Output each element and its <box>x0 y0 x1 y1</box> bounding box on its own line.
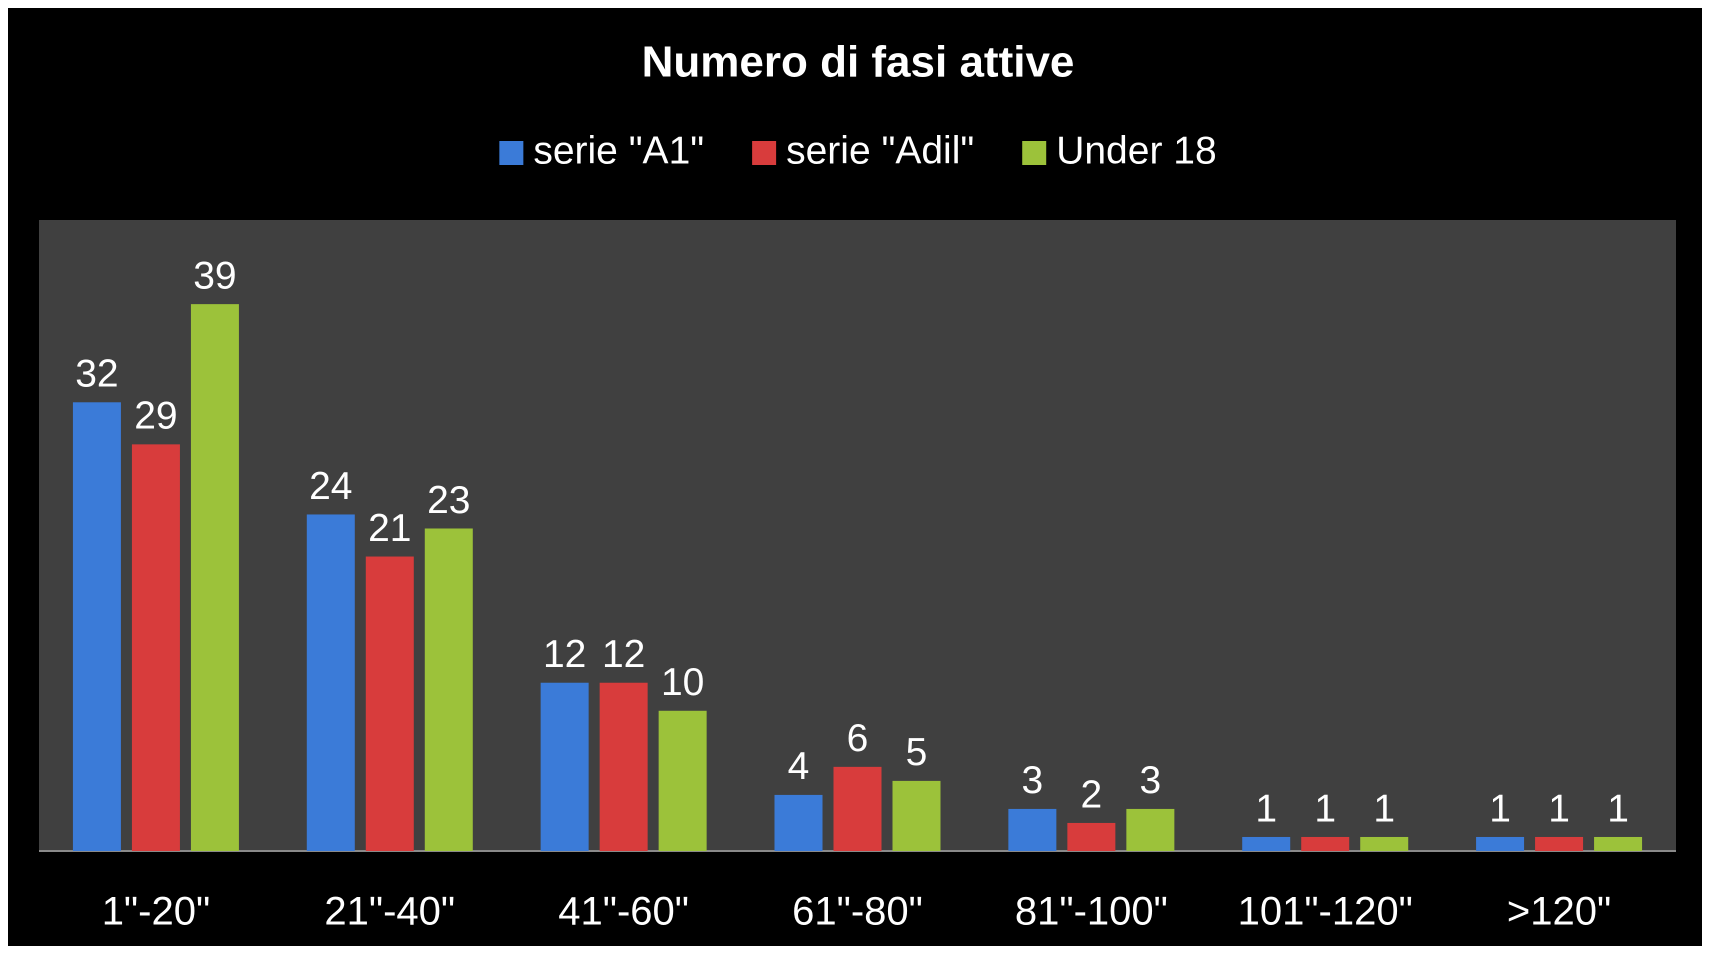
chart-title: Numero di fasi attive <box>642 38 1075 87</box>
data-label: 1 <box>1607 787 1629 830</box>
legend-label: serie "Adil" <box>786 129 974 172</box>
bar <box>190 304 239 852</box>
x-tick-label: 21"-40" <box>324 890 455 934</box>
x-tick-label: 101"-120" <box>1238 890 1413 934</box>
data-label: 12 <box>602 633 645 676</box>
bar <box>1535 836 1584 851</box>
data-label: 3 <box>1022 759 1044 802</box>
data-label: 2 <box>1081 773 1103 816</box>
data-label: 24 <box>309 465 352 508</box>
data-label: 39 <box>193 254 236 297</box>
x-tick-label: 1"-20" <box>102 890 210 934</box>
legend-swatch <box>499 141 524 165</box>
bar <box>833 766 882 851</box>
bar <box>1360 836 1409 851</box>
data-label: 6 <box>847 717 869 760</box>
legend-swatch <box>1022 141 1047 165</box>
data-label: 1 <box>1489 787 1511 830</box>
bar <box>1008 808 1057 851</box>
x-tick-label: 41"-60" <box>558 890 689 934</box>
bar <box>72 402 121 851</box>
bar <box>892 780 941 851</box>
bar <box>131 444 180 851</box>
data-label: 10 <box>661 661 704 704</box>
bar <box>1301 836 1350 851</box>
legend-label: Under 18 <box>1056 129 1216 172</box>
legend: serie "A1" serie "Adil" Under 18 <box>499 129 1217 172</box>
legend-label: serie "A1" <box>533 129 704 172</box>
bar <box>1067 822 1116 851</box>
bar <box>306 514 355 851</box>
bar <box>1476 836 1525 851</box>
bar <box>658 710 707 851</box>
data-label: 3 <box>1140 759 1162 802</box>
x-tick-label: >120" <box>1507 890 1611 934</box>
bar <box>1242 836 1291 851</box>
data-label: 1 <box>1255 787 1277 830</box>
bar <box>1594 836 1643 851</box>
data-label: 5 <box>906 731 928 774</box>
x-tick-label: 81"-100" <box>1015 890 1168 934</box>
data-label: 1 <box>1373 787 1395 830</box>
bar <box>540 682 589 851</box>
data-label: 1 <box>1314 787 1336 830</box>
bar <box>1126 808 1175 851</box>
data-label: 21 <box>368 507 411 550</box>
bar <box>599 682 648 851</box>
x-tick-label: 61"-80" <box>792 890 923 934</box>
data-label: 4 <box>788 745 810 788</box>
bar <box>365 556 414 851</box>
legend-swatch <box>752 141 777 165</box>
data-label: 12 <box>543 633 586 676</box>
bar <box>774 794 823 851</box>
data-label: 23 <box>427 479 470 522</box>
data-label: 32 <box>75 353 118 396</box>
data-label: 29 <box>134 395 177 438</box>
data-label: 1 <box>1548 787 1570 830</box>
bar <box>424 528 473 851</box>
